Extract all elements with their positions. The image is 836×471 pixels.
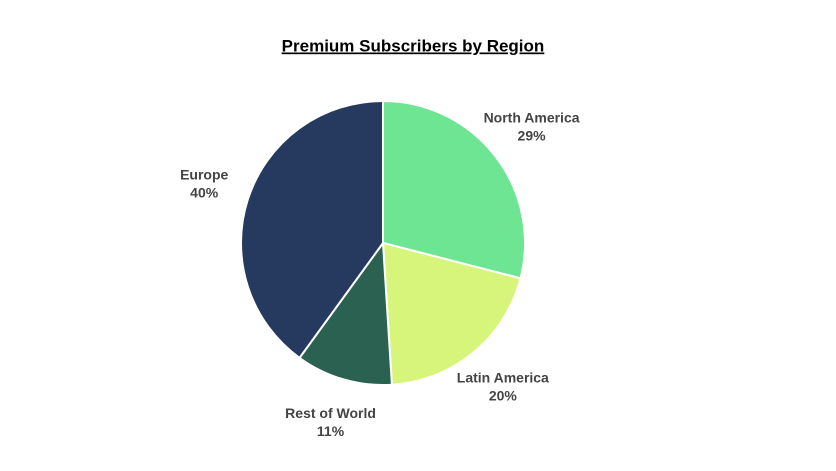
slice-label: Rest of World <box>285 405 376 421</box>
slice-value-label: 29% <box>518 127 547 143</box>
slice-label: Latin America <box>457 370 549 386</box>
slice-value-label: 11% <box>317 423 345 439</box>
slice-label: Europe <box>180 167 228 183</box>
slice-label: North America <box>484 109 580 125</box>
pie-slice <box>381 241 522 386</box>
chart-title: Premium Subscribers by Region <box>282 36 545 55</box>
pie-slice <box>298 240 393 386</box>
pie-slice <box>382 99 526 280</box>
slice-value-label: 40% <box>190 185 219 201</box>
pie-slice <box>240 99 384 360</box>
slice-value-label: 20% <box>489 388 518 404</box>
